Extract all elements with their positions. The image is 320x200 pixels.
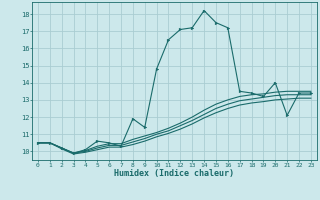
X-axis label: Humidex (Indice chaleur): Humidex (Indice chaleur): [115, 169, 234, 178]
